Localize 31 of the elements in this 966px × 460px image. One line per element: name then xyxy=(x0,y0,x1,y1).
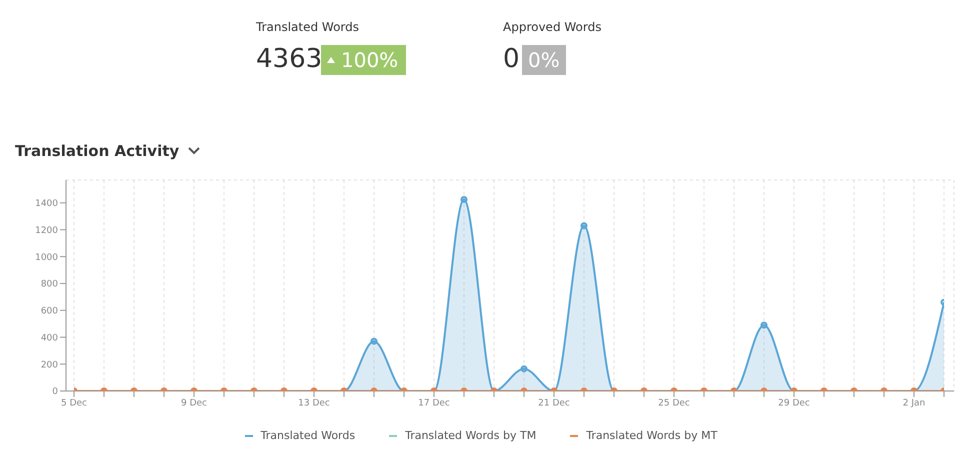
y-tick-label: 1200 xyxy=(35,226,58,236)
point xyxy=(520,365,528,372)
text: 0 xyxy=(503,44,520,74)
legend-label: Translated Words by MT xyxy=(586,429,718,442)
x-tick-label: 21 Dec xyxy=(538,398,570,408)
x-tick-label: 5 Dec xyxy=(60,398,88,408)
x-tick-label: 13 Dec xyxy=(298,398,330,408)
text: Approved Words xyxy=(503,20,602,34)
text: Translated Words xyxy=(256,20,360,34)
y-tick-label: 800 xyxy=(40,280,58,290)
point xyxy=(370,338,378,345)
y-tick-label: 600 xyxy=(40,306,58,317)
x-tick-label: 2 Jan xyxy=(902,398,926,408)
y-tick-label: 1000 xyxy=(35,252,58,263)
y-tick-label: 200 xyxy=(40,360,58,370)
y-tick-label: 400 xyxy=(40,333,58,344)
text: 0% xyxy=(522,45,566,75)
x-tick-label: 29 Dec xyxy=(778,398,810,408)
point xyxy=(460,196,468,203)
y-tick-label: 0 xyxy=(52,387,58,398)
text: 100% xyxy=(341,47,398,74)
x-tick-label: 17 Dec xyxy=(418,398,450,408)
point xyxy=(580,222,588,230)
y-tick-label: 1400 xyxy=(35,199,58,210)
legend-label: Translated Words xyxy=(260,429,356,442)
x-tick-label: 9 Dec xyxy=(180,398,208,408)
legend-label: Translated Words by TM xyxy=(405,429,536,442)
point xyxy=(760,322,768,329)
x-tick-label: 25 Dec xyxy=(658,398,690,408)
chart-title: Translation Activity xyxy=(15,142,180,160)
text: 4363 xyxy=(256,44,322,74)
